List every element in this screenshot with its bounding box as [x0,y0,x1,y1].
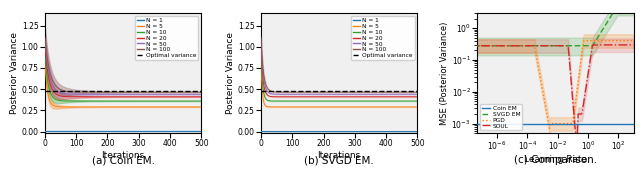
Legend: N = 1, N = 5, N = 10, N = 20, N = 50, N = 100, Optimal variance: N = 1, N = 5, N = 10, N = 20, N = 50, N … [135,16,198,60]
X-axis label: Iterations: Iterations [102,151,145,160]
Title: (c) Comparison.: (c) Comparison. [514,155,597,165]
Title: (a) Coin EM.: (a) Coin EM. [92,155,155,165]
Legend: Coin EM, SVGD EM, PGD, SOUL: Coin EM, SVGD EM, PGD, SOUL [480,104,522,130]
Title: (b) SVGD EM.: (b) SVGD EM. [305,155,374,165]
X-axis label: Learning Rate: Learning Rate [524,155,587,164]
X-axis label: Iterations: Iterations [317,151,361,160]
Y-axis label: Posterior Variance: Posterior Variance [226,32,235,114]
Y-axis label: MSE (Posterior Variance): MSE (Posterior Variance) [440,21,449,125]
Legend: N = 1, N = 5, N = 10, N = 20, N = 50, N = 100, Optimal variance: N = 1, N = 5, N = 10, N = 20, N = 50, N … [351,16,415,60]
Y-axis label: Posterior Variance: Posterior Variance [10,32,19,114]
